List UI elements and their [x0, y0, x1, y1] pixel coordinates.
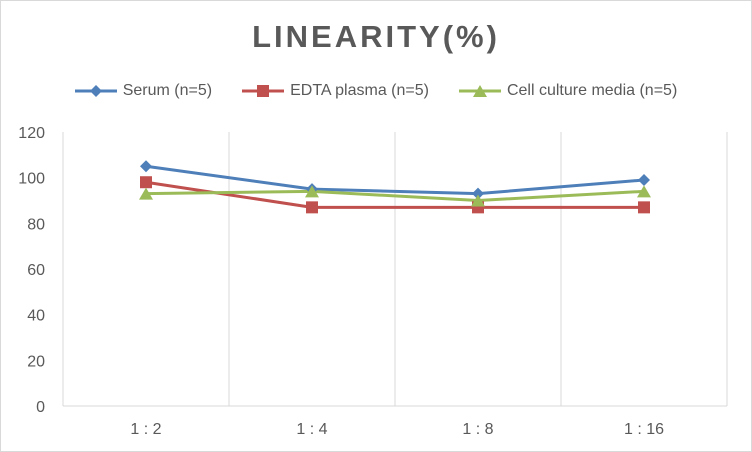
legend: Serum (n=5) EDTA plasma (n=5) Cell cultu… — [1, 79, 751, 103]
legend-label-cell-culture-media: Cell culture media (n=5) — [506, 82, 678, 99]
y-tick-label: 120 — [18, 125, 45, 142]
y-tick-label: 100 — [18, 171, 45, 188]
x-tick-label: 1 : 2 — [130, 421, 161, 438]
y-tick-label: 20 — [27, 353, 45, 370]
data-point-series-0 — [472, 187, 484, 200]
series-line-0 — [145, 164, 645, 196]
legend-marker-cell-culture-media — [458, 85, 501, 97]
legend-marker-edta-plasma — [242, 85, 285, 97]
data-point-series-2 — [305, 185, 319, 198]
x-tick-label: 1 : 4 — [296, 421, 327, 438]
chart-title: LINEARITY(%) — [252, 19, 500, 54]
legend-label-edta-plasma: EDTA plasma (n=5) — [290, 82, 429, 99]
data-point-series-0 — [140, 160, 152, 173]
x-tick-label: 1 : 16 — [624, 421, 664, 438]
y-tick-label: 60 — [27, 262, 45, 279]
x-tick-label: 1 : 8 — [462, 421, 493, 438]
legend-marker-serum — [74, 85, 117, 97]
legend-item-cell-culture-media: Cell culture media (n=5) — [458, 79, 678, 103]
legend-item-serum: Serum (n=5) — [74, 79, 213, 103]
y-tick-label: 0 — [36, 399, 45, 416]
series-line-1 — [145, 180, 644, 209]
data-point-series-2 — [139, 187, 153, 200]
data-point-series-2 — [637, 185, 651, 198]
data-point-series-0 — [638, 173, 650, 186]
data-point-series-1 — [306, 201, 318, 214]
legend-item-edta-plasma: EDTA plasma (n=5) — [242, 79, 429, 103]
y-tick-label: 40 — [27, 308, 45, 325]
legend-label-serum: Serum (n=5) — [122, 82, 213, 99]
series-line-2 — [145, 189, 645, 202]
data-point-series-2 — [471, 194, 485, 207]
y-tick-label: 80 — [27, 216, 45, 233]
data-point-series-1 — [140, 176, 152, 189]
data-point-series-1 — [638, 201, 650, 214]
